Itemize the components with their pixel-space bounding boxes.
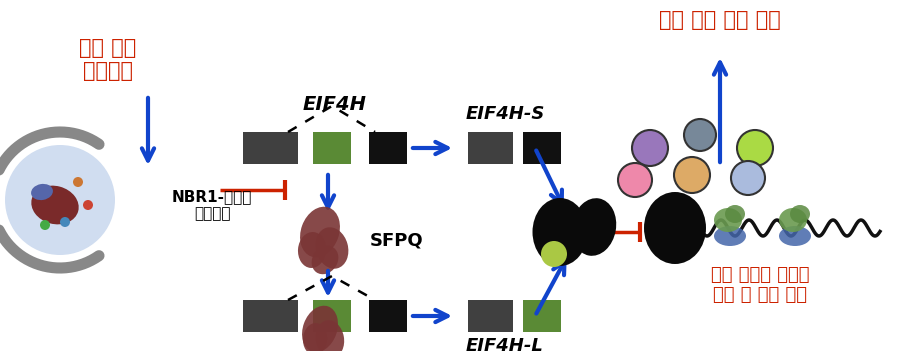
Text: SFPQ: SFPQ bbox=[370, 231, 424, 249]
Text: NBR1-선택적
오토파지: NBR1-선택적 오토파지 bbox=[172, 189, 252, 221]
Ellipse shape bbox=[32, 184, 53, 200]
Bar bbox=[523, 300, 561, 332]
Circle shape bbox=[73, 177, 83, 187]
Circle shape bbox=[40, 220, 50, 230]
Bar bbox=[467, 300, 512, 332]
Ellipse shape bbox=[303, 323, 327, 351]
Circle shape bbox=[60, 217, 70, 227]
Ellipse shape bbox=[572, 198, 616, 256]
Ellipse shape bbox=[714, 208, 742, 232]
Circle shape bbox=[632, 130, 668, 166]
Text: EIF4H-L: EIF4H-L bbox=[466, 337, 544, 351]
Text: 세포 노화
스트레스: 세포 노화 스트레스 bbox=[79, 38, 137, 81]
Circle shape bbox=[618, 163, 652, 197]
Circle shape bbox=[83, 200, 93, 210]
Ellipse shape bbox=[790, 205, 810, 223]
Bar bbox=[369, 132, 407, 164]
Ellipse shape bbox=[316, 227, 348, 269]
Ellipse shape bbox=[779, 226, 811, 246]
Ellipse shape bbox=[311, 246, 338, 274]
Bar bbox=[369, 300, 407, 332]
Text: 노화 연관 염증 반응: 노화 연관 염증 반응 bbox=[659, 10, 781, 30]
Text: EIF4H-S: EIF4H-S bbox=[465, 105, 544, 123]
Ellipse shape bbox=[533, 198, 588, 266]
Ellipse shape bbox=[779, 208, 807, 232]
Text: 염증 인자의 단백질
번역 및 생산 증가: 염증 인자의 단백질 번역 및 생산 증가 bbox=[711, 266, 809, 304]
Circle shape bbox=[5, 145, 115, 255]
Ellipse shape bbox=[714, 226, 746, 246]
Ellipse shape bbox=[298, 232, 326, 268]
Circle shape bbox=[737, 130, 773, 166]
Bar bbox=[523, 132, 561, 164]
Ellipse shape bbox=[302, 306, 338, 351]
Text: EIF4H: EIF4H bbox=[303, 95, 367, 114]
Bar bbox=[242, 132, 298, 164]
Circle shape bbox=[674, 157, 710, 193]
Bar bbox=[467, 132, 512, 164]
Bar bbox=[242, 300, 298, 332]
Ellipse shape bbox=[725, 205, 745, 223]
Circle shape bbox=[684, 119, 716, 151]
Ellipse shape bbox=[300, 207, 340, 257]
Bar bbox=[313, 300, 351, 332]
Ellipse shape bbox=[316, 320, 344, 351]
Circle shape bbox=[731, 161, 765, 195]
Bar bbox=[313, 132, 351, 164]
Ellipse shape bbox=[644, 192, 706, 264]
Ellipse shape bbox=[32, 186, 78, 224]
Circle shape bbox=[541, 241, 567, 267]
